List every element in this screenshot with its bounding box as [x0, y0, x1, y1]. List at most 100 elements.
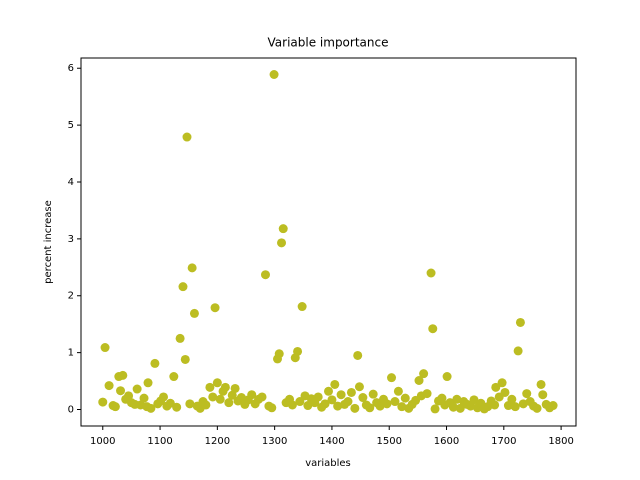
scatter-point — [365, 403, 375, 413]
scatter-point — [353, 350, 363, 360]
scatter-point — [513, 346, 523, 356]
chart-title: Variable importance — [268, 36, 389, 50]
scatter-point — [320, 399, 330, 409]
scatter-point — [368, 389, 378, 399]
y-tick-label: 5 — [68, 120, 74, 131]
scatter-point — [333, 401, 343, 411]
scatter-point — [277, 238, 287, 248]
scatter-point — [201, 400, 211, 410]
scatter-point — [419, 369, 429, 379]
scatter-point — [382, 399, 392, 409]
scatter-point — [452, 394, 462, 404]
scatter-point — [257, 392, 267, 402]
scatter-point — [260, 270, 270, 280]
x-tick-label: 1000 — [90, 436, 115, 447]
scatter-point — [215, 394, 225, 404]
scatter-point — [303, 401, 313, 411]
scatter-point — [354, 382, 364, 392]
scatter-point — [224, 398, 234, 408]
scatter-point — [548, 401, 558, 411]
scatter-point — [236, 393, 246, 403]
scatter-point — [150, 358, 160, 368]
scatter-point — [220, 382, 230, 392]
scatter-point — [185, 399, 195, 409]
scatter-point — [426, 268, 436, 278]
scatter-point — [507, 394, 517, 404]
scatter-point — [327, 395, 337, 405]
scatter-point — [178, 282, 188, 292]
scatter-point — [172, 402, 182, 412]
scatter-point — [227, 390, 237, 400]
scatter-point — [343, 397, 353, 407]
scatter-point — [346, 387, 356, 397]
scatter-point — [143, 378, 153, 388]
scatter-point — [490, 400, 500, 410]
scatter-point — [390, 397, 400, 407]
scatter-point — [518, 399, 528, 409]
scatter-point — [293, 346, 303, 356]
y-tick-label: 0 — [68, 405, 74, 416]
scatter-point — [175, 333, 185, 343]
scatter-point — [387, 373, 397, 383]
scatter-point — [469, 395, 479, 405]
scatter-point — [491, 382, 501, 392]
scatter-point — [313, 392, 323, 402]
x-tick-label: 1400 — [319, 436, 344, 447]
scatter-point — [208, 392, 218, 402]
scatter-point — [274, 349, 284, 359]
scatter-point — [187, 263, 197, 273]
scatter-point — [437, 393, 447, 403]
scatter-point — [358, 393, 368, 403]
scatter-point — [497, 378, 507, 388]
scatter-point — [100, 343, 110, 353]
scatter-point — [448, 402, 458, 412]
scatter-point — [230, 383, 240, 393]
scatter-point — [180, 354, 190, 364]
scatter-point — [393, 386, 403, 396]
scatter-point — [536, 379, 546, 389]
x-tick-label: 1800 — [548, 436, 573, 447]
scatter-point — [455, 403, 465, 413]
scatter-point — [169, 372, 179, 382]
scatter-point — [510, 402, 520, 412]
scatter-point — [538, 390, 548, 400]
scatter-point — [110, 402, 120, 412]
scatter-point — [330, 379, 340, 389]
scatter-point — [267, 403, 277, 413]
scatter-point — [104, 381, 114, 391]
x-tick-label: 1500 — [377, 436, 402, 447]
plot-frame — [80, 57, 577, 427]
scatter-point — [205, 382, 215, 392]
scatter-point — [430, 404, 440, 414]
scatter-point — [159, 392, 168, 402]
scatter-point — [336, 390, 346, 400]
scatter-point — [247, 390, 257, 400]
scatter-point — [132, 384, 142, 394]
scatter-point — [98, 397, 108, 407]
scatter-point — [397, 402, 407, 412]
x-tick-label: 1300 — [262, 436, 287, 447]
scatter-point — [182, 132, 192, 142]
x-tick-label: 1100 — [147, 436, 172, 447]
scatter-point — [189, 308, 199, 318]
y-tick-label: 2 — [68, 291, 74, 302]
scatter-point — [532, 403, 542, 413]
scatter-point — [124, 391, 134, 401]
scatter-point — [522, 389, 532, 399]
y-tick-label: 6 — [68, 63, 74, 74]
scatter-point — [400, 393, 410, 403]
x-tick-label: 1700 — [491, 436, 516, 447]
y-tick-label: 3 — [68, 234, 74, 245]
scatter-point — [515, 317, 525, 327]
scatter-point — [212, 378, 222, 388]
scatter-point — [422, 389, 432, 399]
scatter-point — [118, 370, 128, 380]
scatter-point — [500, 387, 510, 397]
scatter-point — [287, 400, 297, 410]
scatter-point — [116, 386, 126, 396]
scatter-point — [297, 302, 307, 312]
scatter-point — [324, 386, 333, 396]
scatter-point — [414, 375, 424, 385]
scatter-point — [350, 403, 360, 413]
